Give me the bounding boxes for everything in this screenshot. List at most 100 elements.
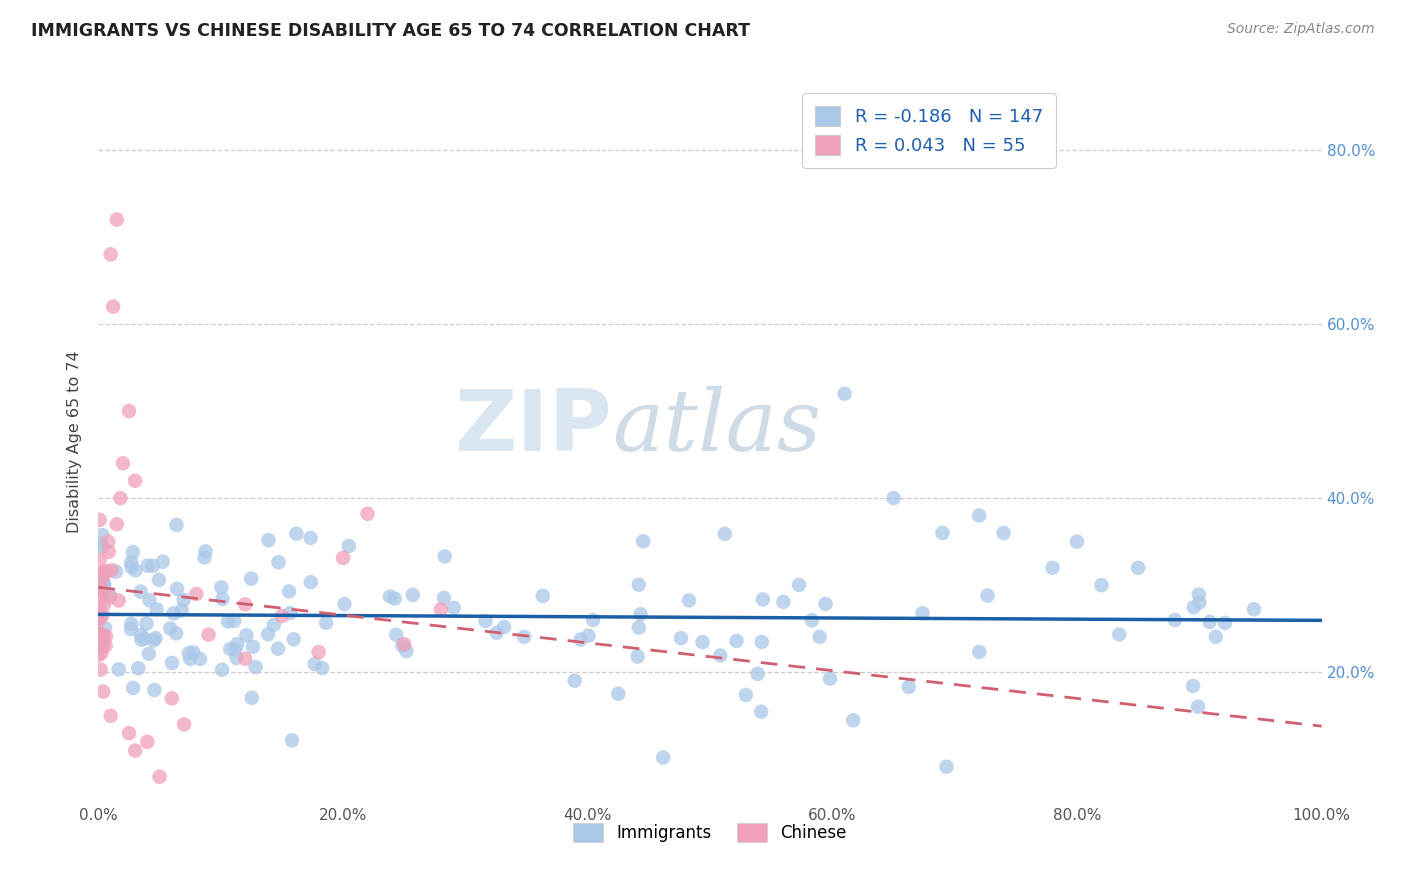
Point bbox=[93, 576, 115, 591]
Point bbox=[242, 640, 264, 654]
Point bbox=[976, 589, 998, 603]
Point bbox=[308, 645, 330, 659]
Point bbox=[311, 661, 333, 675]
Point bbox=[97, 545, 120, 559]
Point bbox=[166, 582, 188, 596]
Point bbox=[935, 759, 957, 773]
Point bbox=[1205, 630, 1227, 644]
Point bbox=[1164, 613, 1187, 627]
Point bbox=[194, 544, 217, 558]
Point bbox=[800, 613, 823, 627]
Point bbox=[224, 614, 246, 628]
Point bbox=[98, 591, 121, 605]
Point bbox=[101, 300, 124, 314]
Point bbox=[225, 650, 247, 665]
Point bbox=[692, 635, 714, 649]
Point bbox=[148, 573, 170, 587]
Point bbox=[211, 663, 233, 677]
Point bbox=[569, 632, 592, 647]
Point bbox=[1108, 627, 1130, 641]
Point bbox=[332, 550, 354, 565]
Point bbox=[1128, 561, 1150, 575]
Point bbox=[89, 611, 111, 625]
Point bbox=[145, 631, 167, 645]
Point bbox=[725, 634, 748, 648]
Point bbox=[1188, 596, 1211, 610]
Point bbox=[118, 404, 141, 418]
Point bbox=[245, 660, 267, 674]
Point bbox=[162, 607, 184, 621]
Point bbox=[91, 607, 114, 622]
Point bbox=[173, 593, 195, 607]
Point bbox=[120, 560, 142, 574]
Point bbox=[513, 630, 536, 644]
Text: atlas: atlas bbox=[612, 385, 821, 468]
Point bbox=[188, 652, 211, 666]
Point bbox=[283, 632, 305, 647]
Point bbox=[278, 606, 301, 620]
Point bbox=[772, 595, 794, 609]
Point bbox=[166, 518, 188, 533]
Point bbox=[160, 691, 183, 706]
Point bbox=[751, 635, 773, 649]
Point bbox=[90, 646, 112, 660]
Point bbox=[143, 683, 166, 698]
Point bbox=[969, 645, 991, 659]
Point bbox=[443, 600, 465, 615]
Point bbox=[98, 589, 121, 603]
Point bbox=[91, 540, 114, 554]
Point bbox=[91, 566, 114, 580]
Point bbox=[474, 614, 496, 628]
Point bbox=[304, 657, 326, 671]
Point bbox=[485, 625, 508, 640]
Point bbox=[120, 555, 142, 569]
Point bbox=[177, 646, 200, 660]
Point bbox=[224, 642, 246, 657]
Point bbox=[179, 652, 201, 666]
Point bbox=[270, 609, 294, 624]
Point bbox=[124, 563, 146, 577]
Point bbox=[173, 717, 195, 731]
Point bbox=[931, 525, 953, 540]
Point bbox=[285, 526, 308, 541]
Point bbox=[142, 558, 165, 573]
Y-axis label: Disability Age 65 to 74: Disability Age 65 to 74 bbox=[67, 351, 83, 533]
Point bbox=[834, 386, 856, 401]
Point bbox=[430, 602, 453, 616]
Point bbox=[257, 533, 280, 548]
Point bbox=[89, 612, 111, 626]
Point bbox=[433, 591, 456, 605]
Point bbox=[233, 598, 256, 612]
Point bbox=[135, 616, 157, 631]
Point bbox=[678, 593, 700, 607]
Point bbox=[152, 555, 174, 569]
Point bbox=[107, 662, 129, 676]
Point bbox=[749, 705, 772, 719]
Point bbox=[89, 513, 111, 527]
Point bbox=[129, 628, 152, 642]
Point bbox=[315, 615, 337, 630]
Point bbox=[93, 579, 115, 593]
Point bbox=[993, 525, 1015, 540]
Point bbox=[1198, 615, 1220, 629]
Point bbox=[578, 629, 600, 643]
Point bbox=[219, 642, 242, 657]
Point bbox=[814, 597, 837, 611]
Point bbox=[149, 770, 172, 784]
Point bbox=[356, 507, 378, 521]
Point bbox=[90, 583, 112, 598]
Point bbox=[142, 633, 165, 648]
Point bbox=[217, 615, 239, 629]
Point bbox=[1182, 679, 1205, 693]
Point bbox=[90, 627, 112, 641]
Point bbox=[94, 621, 117, 635]
Point bbox=[91, 528, 114, 542]
Point bbox=[90, 537, 112, 551]
Point bbox=[1182, 600, 1205, 615]
Point bbox=[181, 645, 204, 659]
Point bbox=[118, 726, 141, 740]
Point bbox=[89, 577, 111, 591]
Point bbox=[136, 735, 159, 749]
Point bbox=[752, 592, 775, 607]
Point bbox=[669, 631, 692, 645]
